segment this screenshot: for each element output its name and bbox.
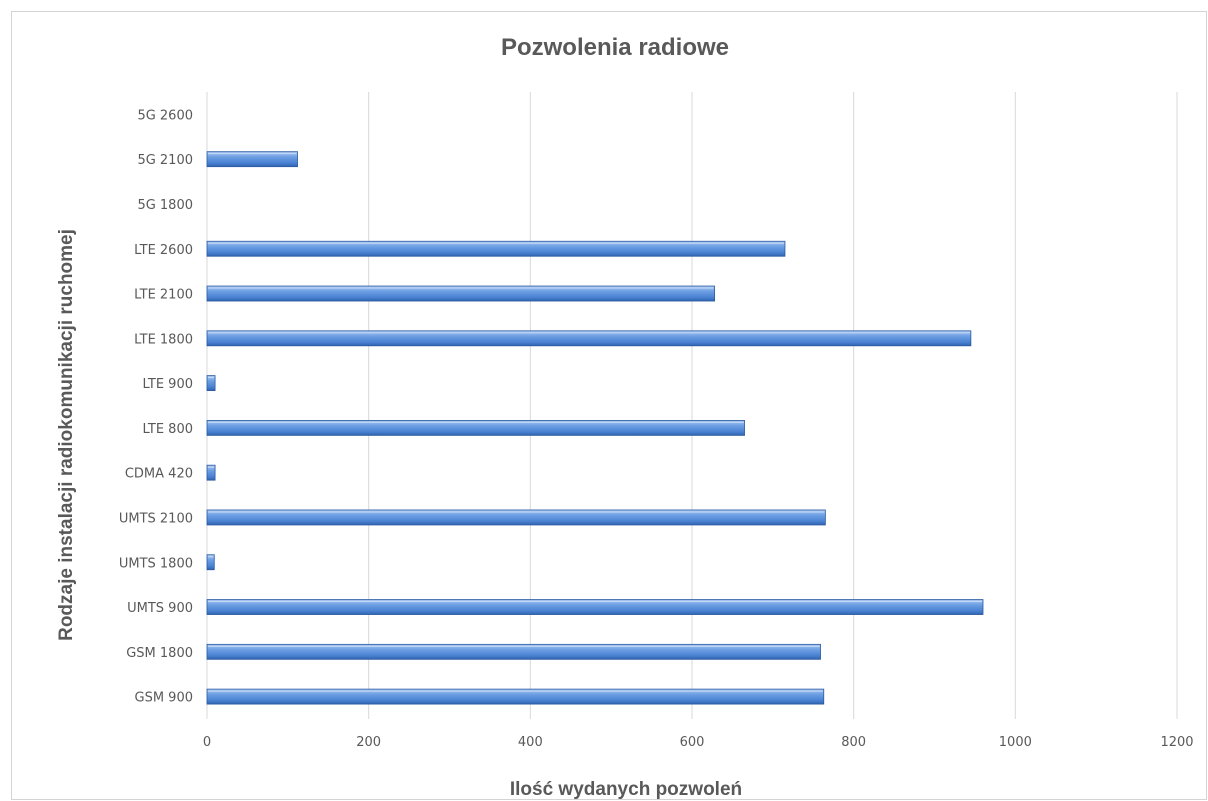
y-tick-label: 5G 2600	[137, 108, 193, 123]
y-tick-label: UMTS 900	[127, 601, 193, 616]
y-tick-label: LTE 1800	[134, 332, 193, 347]
chart-frame: Pozwolenia radiowe 5G 2600 5G 2100 5G 1800…	[11, 11, 1207, 800]
y-axis-title: Rodzaje instalacji radiokomunikacji ruch…	[56, 229, 77, 641]
bar	[206, 554, 215, 571]
y-tick-label: UMTS 1800	[119, 556, 193, 571]
x-tick-label: 400	[518, 735, 543, 750]
y-tick-label: LTE 900	[142, 377, 193, 392]
x-tick-label: 800	[841, 735, 866, 750]
bar-chart: Pozwolenia radiowe 5G 2600 5G 2100 5G 1800…	[56, 34, 1194, 800]
bar	[206, 688, 825, 705]
x-tick-label: 1200	[1160, 735, 1193, 750]
bar	[206, 375, 216, 392]
chart-title: Pozwolenia radiowe	[501, 34, 729, 61]
bar	[206, 464, 216, 481]
y-tick-label: LTE 2600	[134, 243, 193, 258]
bar	[206, 643, 821, 660]
y-tick-label: CDMA 420	[125, 467, 193, 482]
y-tick-label: GSM 1800	[126, 646, 193, 661]
y-tick-label: UMTS 2100	[119, 511, 193, 526]
bar	[206, 419, 745, 436]
y-tick-label: 5G 2100	[137, 153, 193, 168]
y-tick-labels: 5G 2600 5G 2100 5G 1800 LTE 2600 LTE 2100 LTE…	[119, 108, 193, 705]
bars	[206, 151, 984, 705]
gridlines	[206, 92, 1178, 719]
bar	[206, 599, 984, 615]
x-tick-label: 200	[356, 735, 381, 750]
y-tick-label: LTE 2100	[134, 288, 193, 303]
bar	[206, 285, 716, 302]
bar	[206, 330, 972, 347]
bar	[206, 240, 786, 257]
y-tick-label: GSM 900	[135, 691, 194, 706]
y-tick-label: LTE 800	[142, 422, 193, 437]
x-axis-title: Ilość wydanych pozwoleń	[510, 779, 742, 800]
bar	[206, 151, 298, 168]
y-tick-label: 5G 1800	[137, 198, 193, 213]
x-tick-label: 1000	[999, 735, 1032, 750]
x-tick-labels: 0 200 400 600 800 1000 1200	[203, 735, 1194, 750]
bar	[206, 509, 826, 526]
x-tick-label: 600	[680, 735, 705, 750]
x-tick-label: 0	[203, 735, 211, 750]
